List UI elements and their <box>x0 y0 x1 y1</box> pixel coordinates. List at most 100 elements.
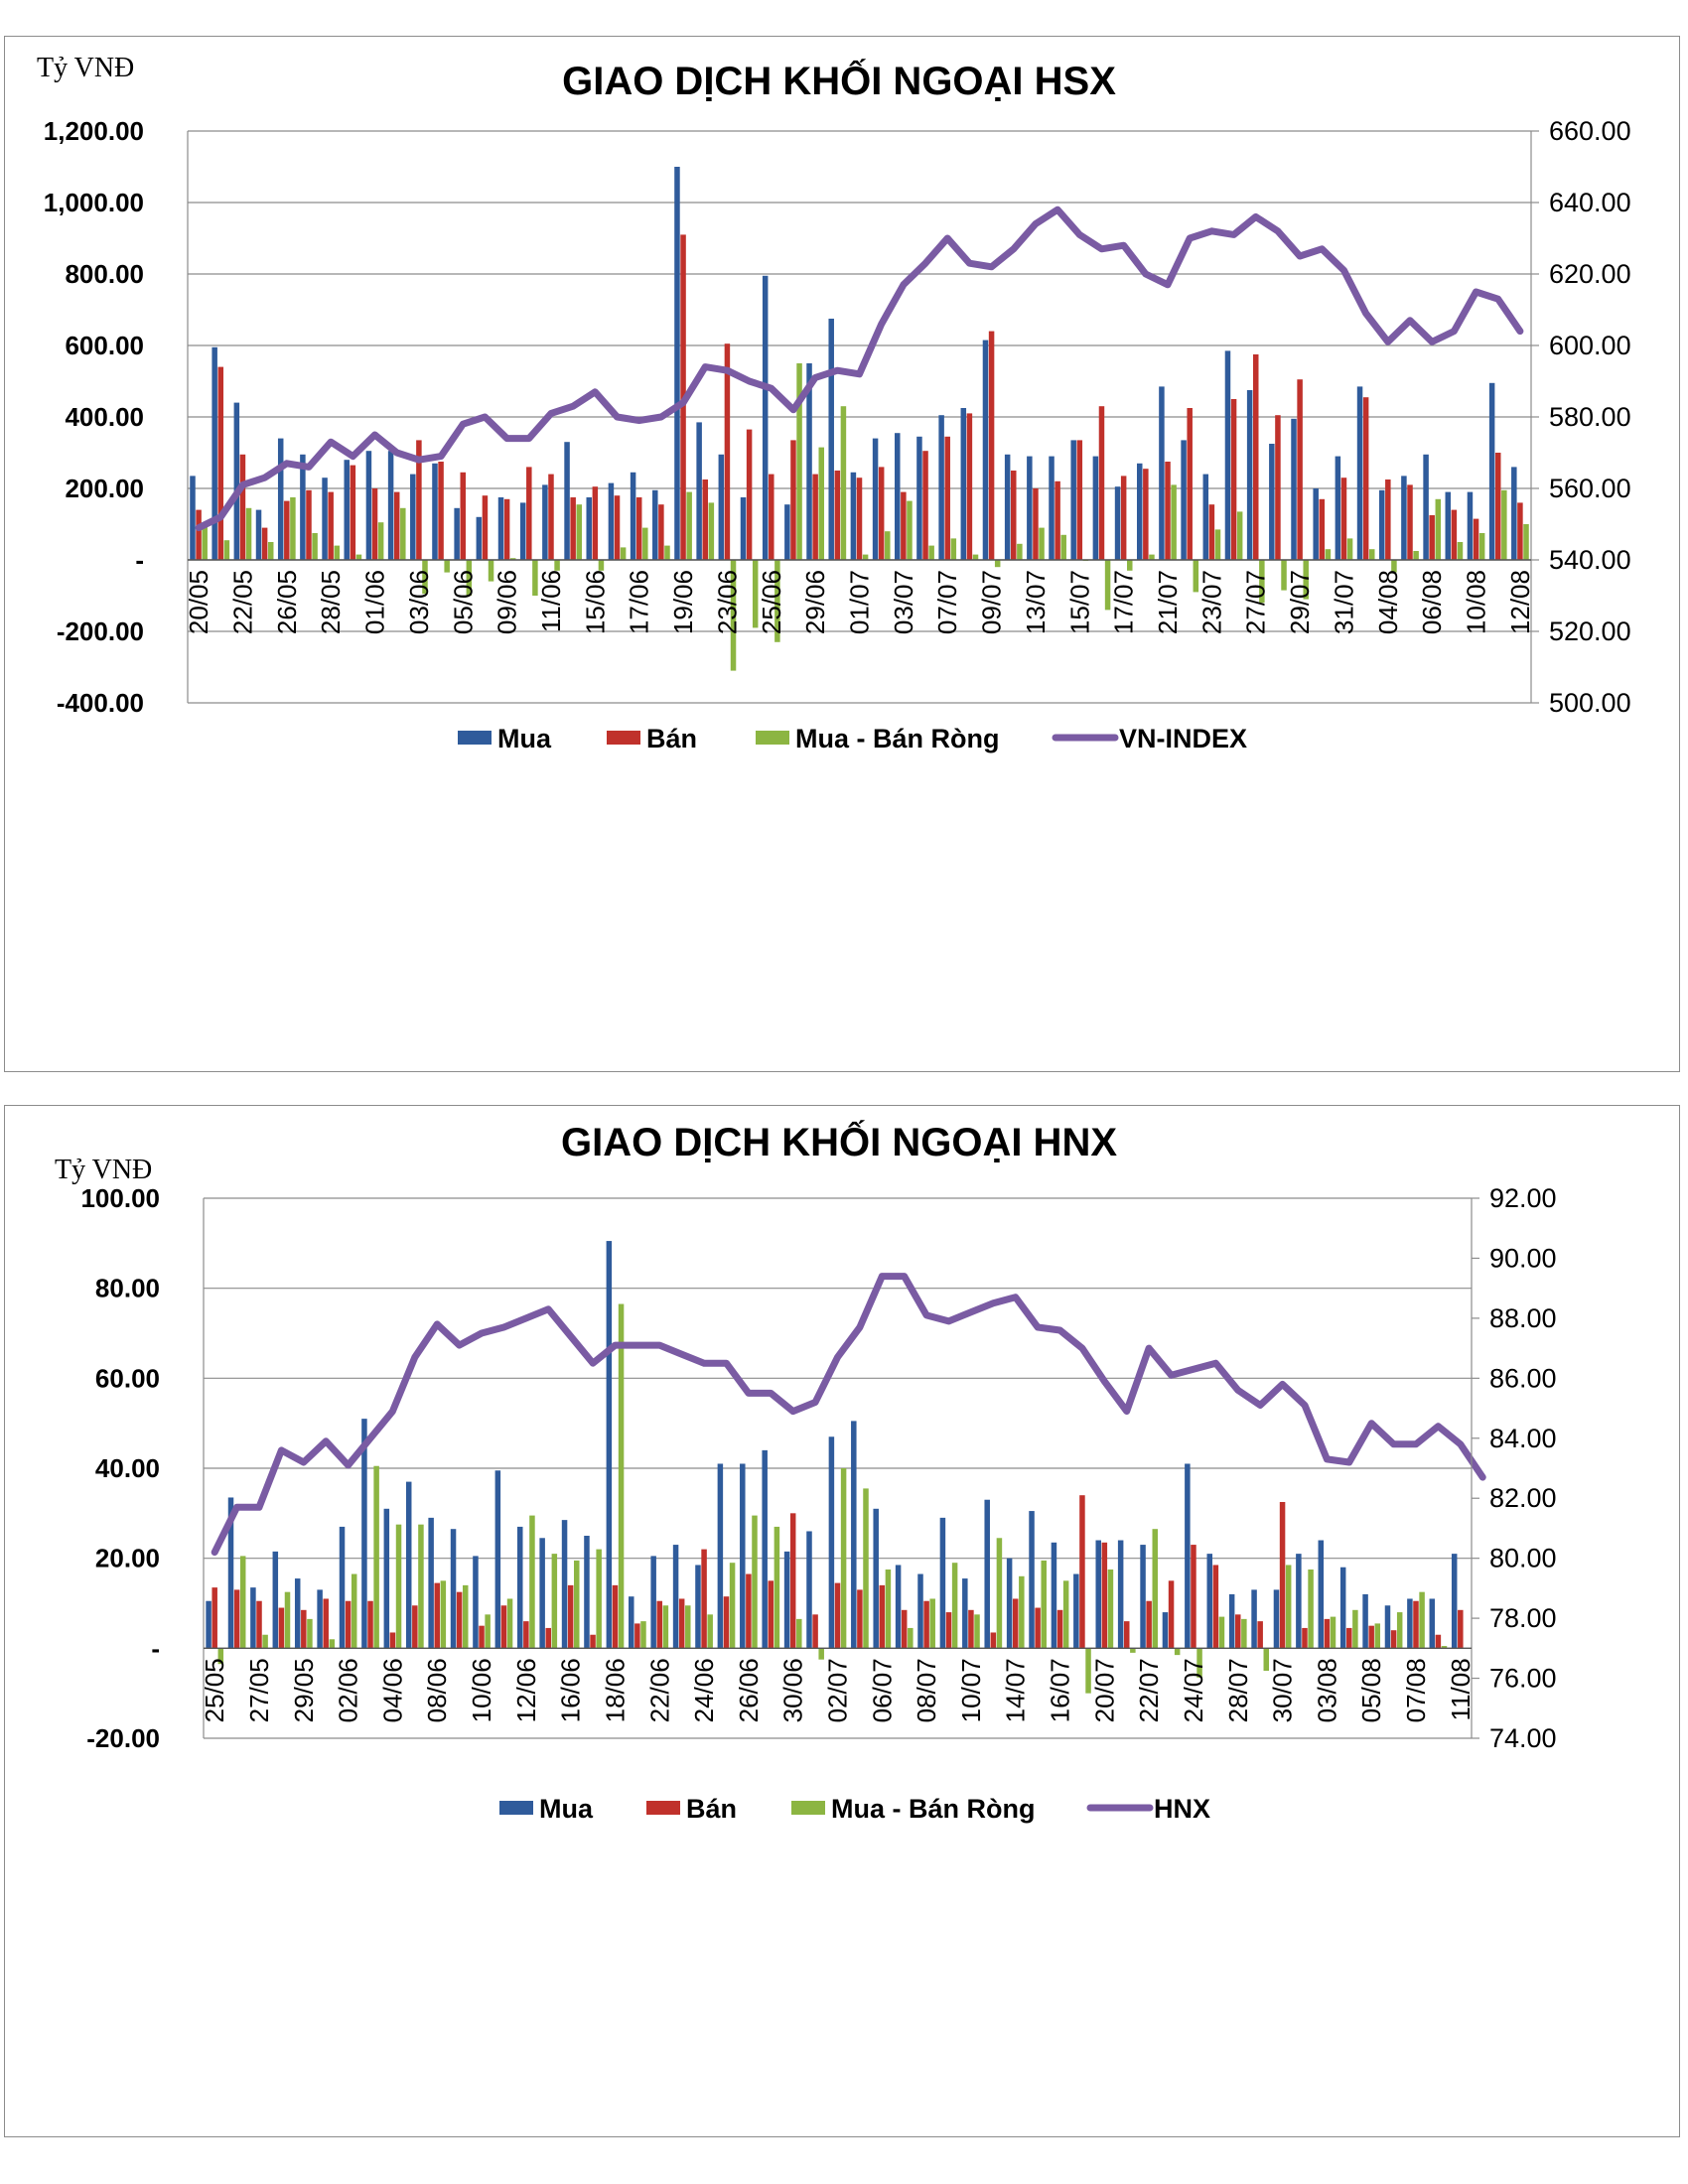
x-tick-label: 04/06 <box>377 1658 407 1722</box>
x-tick-label: 07/08 <box>1401 1658 1431 1722</box>
net-bar <box>774 1526 780 1649</box>
x-tick-label: 03/06 <box>404 570 434 634</box>
buy-bar <box>939 1517 946 1649</box>
sell-bar <box>614 495 621 560</box>
sell-bar <box>1120 476 1127 560</box>
net-bar <box>1374 1623 1381 1649</box>
sell-bar <box>1473 518 1479 560</box>
y2-tick-label: 88.00 <box>1489 1303 1557 1333</box>
buy-bar <box>872 438 879 560</box>
net-bar <box>1241 1618 1247 1649</box>
buy-bar <box>783 1551 790 1649</box>
buy-bar <box>1206 1554 1213 1649</box>
net-bar <box>1196 1648 1202 1678</box>
buy-bar <box>428 1517 434 1649</box>
net-bar <box>377 522 384 560</box>
sell-bar <box>1235 1614 1241 1649</box>
net-bar <box>686 491 692 560</box>
sell-bar <box>1056 1609 1063 1649</box>
net-bar <box>1019 1575 1025 1649</box>
net-bar <box>885 531 891 560</box>
buy-bar <box>650 1556 656 1649</box>
buy-bar <box>277 438 284 560</box>
index-line <box>195 205 1524 532</box>
sell-bar <box>1297 379 1303 560</box>
net-bar <box>422 560 428 595</box>
sell-bar <box>1413 1600 1419 1649</box>
net-bar <box>974 1614 980 1649</box>
buy-bar <box>233 402 240 560</box>
buy-bar <box>1362 1593 1368 1649</box>
buy-bar <box>962 1578 968 1649</box>
buy-bar <box>916 436 922 560</box>
x-tick-label: 09/07 <box>977 570 1007 634</box>
y-tick-label: 600.00 <box>65 331 144 360</box>
sell-bar <box>438 462 444 560</box>
net-bar <box>509 558 516 560</box>
x-tick-label: 30/07 <box>1268 1658 1298 1722</box>
sell-bar <box>1435 1634 1442 1649</box>
sell-bar <box>323 1598 329 1649</box>
buy-bar <box>762 275 769 560</box>
net-bar <box>267 542 274 560</box>
buy-bar <box>255 509 262 560</box>
net-bar <box>818 447 824 560</box>
sell-bar <box>922 451 928 560</box>
x-tick-label: 29/07 <box>1285 570 1315 634</box>
buy-bar <box>1004 454 1011 560</box>
buy-bar <box>1092 456 1099 560</box>
y-tick-label: -400.00 <box>57 688 144 718</box>
net-bar <box>1501 489 1507 560</box>
net-bar <box>1193 560 1199 593</box>
sell-bar <box>990 1632 997 1649</box>
hnx-chart: GIAO DỊCH KHỐI NGOẠI HNX Tỷ VNĐ 100.00 80… <box>55 1119 1557 1824</box>
sell-bar <box>658 504 664 560</box>
net-bar <box>708 502 715 560</box>
x-tick-label: 10/08 <box>1462 570 1491 634</box>
legend-item: Mua - Bán Ròng <box>756 724 999 753</box>
x-tick-label: 28/05 <box>316 570 346 634</box>
net-bar <box>596 1549 602 1649</box>
sell-bar <box>1302 1627 1308 1649</box>
legend: Mua Bán Mua - Bán Ròng VN-INDEX <box>458 724 1247 753</box>
net-bar <box>598 560 605 571</box>
buy-bar <box>1296 1554 1302 1649</box>
sell-bar <box>1368 1625 1374 1649</box>
y-tick-label: -200.00 <box>57 616 144 646</box>
x-tick-label: 05/08 <box>1356 1658 1386 1722</box>
sell-bar <box>1429 515 1435 560</box>
sell-bar <box>1385 479 1391 560</box>
buy-bar <box>1488 382 1495 560</box>
sell-bar <box>196 509 202 560</box>
buy-bar <box>1423 454 1429 560</box>
legend-label: Mua <box>539 1794 594 1824</box>
x-tick-label: 25/06 <box>757 570 786 634</box>
net-bar <box>239 1556 246 1649</box>
y-tick-label: 60.00 <box>95 1363 160 1393</box>
sell-bar <box>1079 1495 1085 1649</box>
buy-bar <box>806 363 812 560</box>
x-tick-label: 10/06 <box>467 1658 496 1722</box>
net-bar <box>217 1648 224 1665</box>
x-tick-label: 05/06 <box>448 570 478 634</box>
y2-tick-label: 82.00 <box>1489 1483 1557 1513</box>
sell-bar <box>412 1605 418 1649</box>
net-bar <box>752 560 759 628</box>
buy-bar <box>672 1545 679 1649</box>
buy-bar <box>1162 1612 1169 1649</box>
sell-bar <box>548 474 554 560</box>
y-tick-label: 1,000.00 <box>44 188 144 217</box>
y2-tick-label: 78.00 <box>1489 1603 1557 1633</box>
sell-bar <box>1362 397 1369 560</box>
x-tick-label: 01/06 <box>360 570 390 634</box>
net-bar <box>485 1614 491 1649</box>
buy-bar <box>1511 467 1517 560</box>
buy-bar <box>1401 476 1407 560</box>
net-bar <box>642 527 648 560</box>
buy-bar <box>1291 418 1297 560</box>
buy-bar <box>1407 1598 1413 1649</box>
y2-tick-label: 80.00 <box>1489 1544 1557 1573</box>
buy-bar <box>740 497 747 560</box>
buy-bar <box>1070 440 1076 560</box>
sell-bar <box>239 454 246 560</box>
